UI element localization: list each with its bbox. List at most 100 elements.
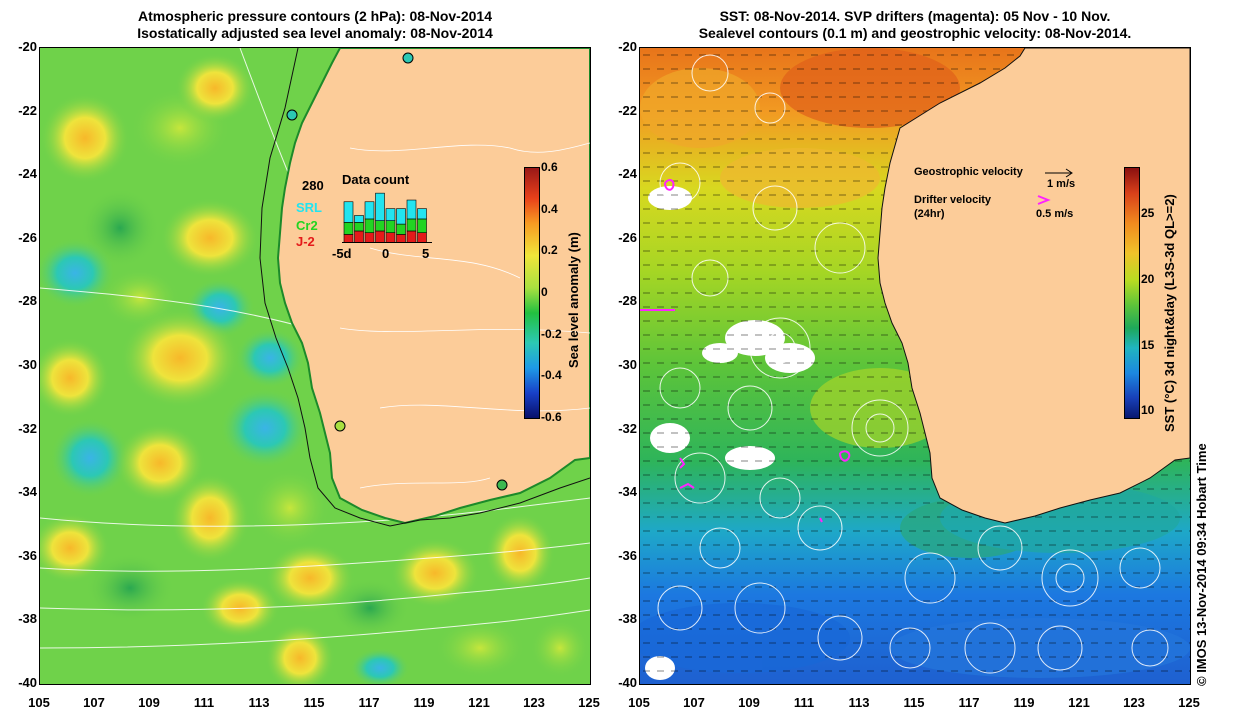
right-lon-tick: 123 xyxy=(1123,695,1145,710)
slaTicks-label: 0 xyxy=(541,285,548,299)
bathymetry-contour-left xyxy=(259,48,590,527)
data-count-inset: 280 Data count SRL Cr2 J-2 -5d 0 5 xyxy=(290,170,440,261)
left-panel-title: Atmospheric pressure contours (2 hPa): 0… xyxy=(40,8,590,42)
sstTicks-label: 25 xyxy=(1141,206,1155,221)
sstTicks-label: 15 xyxy=(1141,337,1155,352)
count-bar-j2 xyxy=(375,230,385,243)
sst-map[interactable]: Geostrophic velocity 1 m/s Drifter veloc… xyxy=(639,47,1191,685)
drifter-label: Drifter velocity xyxy=(914,194,992,206)
left-lat-tick: -38 xyxy=(18,611,37,627)
left-lon-tick: 107 xyxy=(83,695,105,710)
count-bar-j2 xyxy=(354,230,364,243)
drifter-scale-arrow xyxy=(1037,195,1051,205)
left-lat-tick: -26 xyxy=(18,229,37,245)
count-bar-j2 xyxy=(343,234,354,243)
sstTicks-label: 10 xyxy=(1141,403,1155,418)
count-bar-srl xyxy=(417,208,427,220)
left-title-line2: Isostatically adjusted sea level anomaly… xyxy=(137,25,493,41)
left-lon-tick: 109 xyxy=(138,695,160,710)
count-bar-srl xyxy=(343,201,354,223)
count-bar-srl xyxy=(385,208,396,221)
count-bar-cr2 xyxy=(375,220,385,232)
left-lon-tick: 121 xyxy=(468,695,490,710)
right-lat-tick: -38 xyxy=(618,611,637,627)
count-tick-5: 5 xyxy=(422,246,430,261)
left-lat-tick: -40 xyxy=(18,675,37,690)
right-lon-tick: 125 xyxy=(1178,695,1200,710)
right-lon-tick: 113 xyxy=(848,695,870,710)
left-lat-tick: -30 xyxy=(18,357,37,372)
right-lat-tick: -28 xyxy=(618,293,637,309)
count-bar-cr2 xyxy=(406,218,417,232)
left-lon-tick: 125 xyxy=(578,695,600,710)
left-lat-tick: -24 xyxy=(18,166,37,182)
slaTicks-label: -0.2 xyxy=(541,326,562,341)
count-bar-cr2 xyxy=(385,220,396,233)
left-lat-tick: -20 xyxy=(18,39,37,54)
sla-colorbar-label: Sea level anomaly (m) xyxy=(566,232,581,368)
left-lat-tick: -22 xyxy=(18,102,37,118)
right-title-line2: Sealevel contours (0.1 m) and geostrophi… xyxy=(698,25,1132,41)
left-lat-tick: -34 xyxy=(18,484,37,500)
right-lon-tick: 115 xyxy=(903,695,925,710)
right-lat-tick: -34 xyxy=(618,484,637,500)
coastline-land-left xyxy=(276,48,590,525)
left-lon-tick: 123 xyxy=(523,695,545,710)
right-lat-tick: -24 xyxy=(618,166,637,182)
slaTicks-label: 0.2 xyxy=(541,243,558,258)
left-lat-tick: -32 xyxy=(18,420,37,436)
left-title-line1: Atmospheric pressure contours (2 hPa): 0… xyxy=(138,8,492,24)
right-lat-tick: -26 xyxy=(618,229,637,245)
count-bar-j2 xyxy=(406,230,417,243)
right-lat-tick: -30 xyxy=(618,357,637,372)
imos-credit: © IMOS 13-Nov-2014 09:34 Hobart Time xyxy=(1194,443,1209,686)
left-lon-tick: 115 xyxy=(303,695,325,710)
sla-anomaly-blobs xyxy=(40,53,590,684)
geostrophic-label: Geostrophic velocity xyxy=(914,166,1023,178)
drifter-sub-label: (24hr) xyxy=(914,208,945,220)
count-tick-minus5: -5d xyxy=(332,246,352,261)
slaTicks-label: 0.6 xyxy=(541,160,558,174)
sstTicks-label: 20 xyxy=(1141,271,1155,286)
data-count-title: Data count xyxy=(342,172,410,187)
legend-j2: J-2 xyxy=(296,234,315,249)
right-title-line1: SST: 08-Nov-2014. SVP drifters (magenta)… xyxy=(719,8,1111,24)
left-lon-tick: 117 xyxy=(358,695,380,710)
coastline-land-right xyxy=(877,48,1190,524)
legend-cr2: Cr2 xyxy=(296,218,318,233)
count-bar-j2 xyxy=(364,232,375,243)
count-bar-cr2 xyxy=(396,223,406,235)
right-lon-tick: 111 xyxy=(793,695,815,710)
count-bar-cr2 xyxy=(417,218,427,233)
sea-level-anomaly-map[interactable]: 280 Data count SRL Cr2 J-2 -5d 0 5 xyxy=(39,47,591,685)
count-bar-cr2 xyxy=(364,218,375,233)
sst-velocity-legend: Geostrophic velocity 1 m/s Drifter veloc… xyxy=(914,166,1094,226)
count-tick-0: 0 xyxy=(382,246,390,261)
right-lat-tick: -32 xyxy=(618,420,637,436)
data-count-max: 280 xyxy=(302,178,324,193)
right-panel-title: SST: 08-Nov-2014. SVP drifters (magenta)… xyxy=(640,8,1190,42)
count-bar-cr2 xyxy=(354,222,364,232)
count-bar-j2 xyxy=(417,232,427,243)
count-bar-cr2 xyxy=(343,222,354,235)
sst-colorbar xyxy=(1124,167,1140,419)
sst-map-canvas xyxy=(640,48,1190,684)
sla-colorbar xyxy=(524,167,540,419)
left-lon-tick: 111 xyxy=(193,695,215,710)
geostrophic-scale-arrow xyxy=(1045,168,1073,178)
geostrophic-scale-label: 1 m/s xyxy=(1047,178,1076,190)
left-lon-tick: 119 xyxy=(413,695,435,710)
count-bar-srl xyxy=(364,201,375,220)
count-bar-srl xyxy=(396,208,406,225)
right-lon-tick: 109 xyxy=(738,695,760,710)
right-lon-tick: 121 xyxy=(1068,695,1090,710)
data-count-bars xyxy=(342,192,432,243)
right-lat-tick: -36 xyxy=(618,547,637,563)
left-lon-tick: 105 xyxy=(28,695,50,710)
sealevel-contours xyxy=(657,54,1169,674)
legend-srl: SRL xyxy=(296,200,322,215)
slaTicks-label: -0.6 xyxy=(541,410,562,424)
right-lon-tick: 117 xyxy=(958,695,980,710)
land-contours-left xyxy=(339,142,590,489)
left-lat-tick: -36 xyxy=(18,547,37,563)
